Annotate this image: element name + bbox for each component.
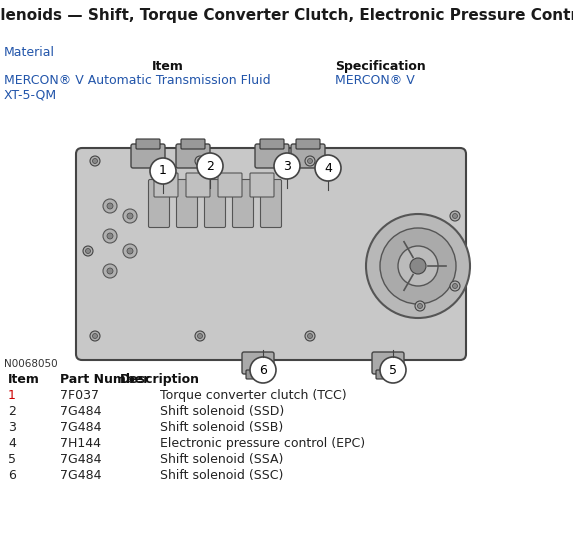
Circle shape <box>103 199 117 213</box>
Circle shape <box>380 228 456 304</box>
Text: 2: 2 <box>206 160 214 172</box>
FancyBboxPatch shape <box>205 180 226 227</box>
Text: 6: 6 <box>8 469 16 482</box>
Text: 7G484: 7G484 <box>60 405 101 418</box>
Circle shape <box>103 264 117 278</box>
Circle shape <box>410 258 426 274</box>
Text: 7G484: 7G484 <box>60 421 101 434</box>
FancyBboxPatch shape <box>181 139 205 149</box>
Circle shape <box>398 246 438 286</box>
Text: Shift solenoid (SSC): Shift solenoid (SSC) <box>160 469 284 482</box>
FancyBboxPatch shape <box>261 180 281 227</box>
FancyBboxPatch shape <box>176 180 198 227</box>
Text: Specification: Specification <box>335 60 426 73</box>
Circle shape <box>308 158 312 163</box>
FancyBboxPatch shape <box>246 370 270 379</box>
Text: 4: 4 <box>8 437 16 450</box>
Circle shape <box>107 203 113 209</box>
Text: Electronic pressure control (EPC): Electronic pressure control (EPC) <box>160 437 365 450</box>
Circle shape <box>127 213 133 219</box>
Text: 7G484: 7G484 <box>60 453 101 466</box>
FancyBboxPatch shape <box>296 139 320 149</box>
FancyBboxPatch shape <box>250 173 274 197</box>
Circle shape <box>415 301 425 311</box>
Circle shape <box>308 334 312 339</box>
Text: Solenoids — Shift, Torque Converter Clutch, Electronic Pressure Control: Solenoids — Shift, Torque Converter Clut… <box>0 8 573 23</box>
Circle shape <box>83 246 93 256</box>
FancyBboxPatch shape <box>148 180 170 227</box>
FancyBboxPatch shape <box>260 139 284 149</box>
FancyBboxPatch shape <box>176 144 210 168</box>
Text: 6: 6 <box>259 364 267 376</box>
FancyBboxPatch shape <box>136 139 160 149</box>
Text: 1: 1 <box>8 389 16 402</box>
FancyBboxPatch shape <box>376 370 400 379</box>
FancyBboxPatch shape <box>372 352 404 374</box>
Circle shape <box>150 158 176 184</box>
Circle shape <box>198 334 202 339</box>
Circle shape <box>197 153 223 179</box>
FancyBboxPatch shape <box>255 144 289 168</box>
FancyBboxPatch shape <box>131 144 165 168</box>
Circle shape <box>107 233 113 239</box>
FancyBboxPatch shape <box>76 148 466 360</box>
Circle shape <box>418 304 422 309</box>
Text: 5: 5 <box>8 453 16 466</box>
Circle shape <box>195 331 205 341</box>
Text: N0068050: N0068050 <box>4 359 58 369</box>
Circle shape <box>366 214 470 318</box>
Circle shape <box>103 229 117 243</box>
Text: 3: 3 <box>283 160 291 172</box>
Circle shape <box>90 156 100 166</box>
Text: XT-5-QM: XT-5-QM <box>4 88 57 101</box>
Circle shape <box>453 214 457 219</box>
Text: Part Number: Part Number <box>60 373 150 386</box>
Circle shape <box>195 156 205 166</box>
Circle shape <box>127 248 133 254</box>
Text: Item: Item <box>8 373 40 386</box>
Text: Material: Material <box>4 46 55 59</box>
Text: 3: 3 <box>8 421 16 434</box>
Text: 5: 5 <box>389 364 397 376</box>
Circle shape <box>92 158 97 163</box>
Circle shape <box>123 209 137 223</box>
Text: Item: Item <box>152 60 184 73</box>
Circle shape <box>305 156 315 166</box>
Text: Shift solenoid (SSA): Shift solenoid (SSA) <box>160 453 284 466</box>
Text: Torque converter clutch (TCC): Torque converter clutch (TCC) <box>160 389 347 402</box>
Text: MERCON® V: MERCON® V <box>335 74 415 87</box>
Circle shape <box>453 284 457 289</box>
Circle shape <box>250 357 276 383</box>
FancyBboxPatch shape <box>291 144 325 168</box>
Circle shape <box>380 357 406 383</box>
Text: MERCON® V Automatic Transmission Fluid: MERCON® V Automatic Transmission Fluid <box>4 74 270 87</box>
Circle shape <box>123 244 137 258</box>
Text: 7F037: 7F037 <box>60 389 99 402</box>
Circle shape <box>315 155 341 181</box>
FancyBboxPatch shape <box>186 173 210 197</box>
Circle shape <box>107 268 113 274</box>
FancyBboxPatch shape <box>233 180 253 227</box>
Circle shape <box>305 331 315 341</box>
Circle shape <box>274 153 300 179</box>
Text: 7H144: 7H144 <box>60 437 101 450</box>
Text: 7G484: 7G484 <box>60 469 101 482</box>
Circle shape <box>450 281 460 291</box>
Text: Shift solenoid (SSB): Shift solenoid (SSB) <box>160 421 283 434</box>
Text: Description: Description <box>120 373 200 386</box>
FancyBboxPatch shape <box>218 173 242 197</box>
FancyBboxPatch shape <box>154 173 178 197</box>
Circle shape <box>90 331 100 341</box>
Circle shape <box>450 211 460 221</box>
Text: 4: 4 <box>324 161 332 175</box>
Circle shape <box>92 334 97 339</box>
Text: 2: 2 <box>8 405 16 418</box>
Circle shape <box>198 158 202 163</box>
Text: 1: 1 <box>159 165 167 177</box>
Text: Shift solenoid (SSD): Shift solenoid (SSD) <box>160 405 284 418</box>
FancyBboxPatch shape <box>242 352 274 374</box>
Circle shape <box>85 249 91 254</box>
